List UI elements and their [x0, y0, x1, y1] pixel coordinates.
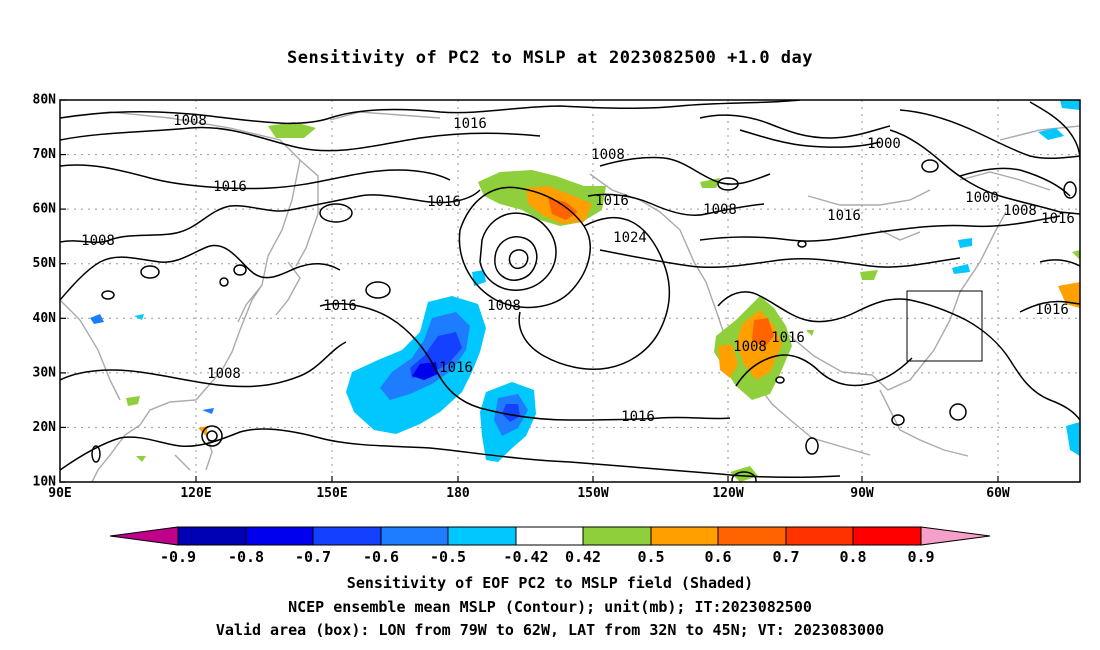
lat-label: 40N — [33, 311, 57, 326]
lon-label: 60W — [986, 486, 1010, 501]
lon-label: 150W — [577, 486, 608, 501]
contour-label: 1016 — [1041, 211, 1075, 227]
contour-label: 1008 — [81, 233, 115, 249]
colorbar-max-triangle — [920, 526, 991, 546]
contour-label: 1008 — [591, 147, 625, 163]
contour-label: 1008 — [207, 366, 241, 382]
colorbar-tick-label: -0.5 — [430, 548, 466, 566]
grid-lines — [60, 100, 1080, 482]
colorbar-tick-label: 0.5 — [637, 548, 664, 566]
caption-line-1: Sensitivity of EOF PC2 to MSLP field (Sh… — [346, 574, 754, 592]
lat-label: 20N — [33, 420, 57, 435]
colorbar-segment — [852, 526, 922, 546]
colorbar-tick-label: -0.8 — [228, 548, 264, 566]
colorbar-min-triangle — [109, 526, 179, 546]
caption-line-2: NCEP ensemble mean MSLP (Contour); unit(… — [288, 598, 812, 616]
colorbar-tick-label: -0.6 — [363, 548, 399, 566]
colorbar-tick-label: 0.8 — [839, 548, 866, 566]
lat-label: 50N — [33, 256, 57, 271]
caption-line-3: Valid area (box): LON from 79W to 62W, L… — [215, 621, 885, 639]
contour-label: 1016 — [439, 360, 473, 376]
colorbar-tick-label: 0.6 — [704, 548, 731, 566]
latitude-labels: 80N 70N 60N 50N 40N 30N 20N 10N — [33, 93, 57, 490]
contour-label: 1016 — [595, 193, 629, 209]
lon-label: 180 — [446, 486, 470, 501]
contour-label: 1008 — [733, 339, 767, 355]
contour-label: 1000 — [867, 136, 901, 152]
colorbar-tick-label: -0.42 — [503, 548, 548, 566]
colorbar-segment — [380, 526, 449, 546]
mslp-contours — [60, 100, 1080, 482]
colorbar-segment — [717, 526, 787, 546]
lat-label: 10N — [33, 475, 57, 490]
valid-area-box — [906, 290, 983, 362]
contour-label: 1016 — [323, 298, 357, 314]
colorbar-segment — [177, 526, 247, 546]
contour-label: 1024 — [613, 230, 647, 246]
lon-label: 120W — [712, 486, 743, 501]
lon-label: 150E — [316, 486, 347, 501]
contour-label: 1000 — [965, 190, 999, 206]
lon-label: 90E — [48, 486, 71, 501]
contour-label: 1008 — [487, 298, 521, 314]
colorbar-segment — [582, 526, 652, 546]
map-frame — [59, 99, 1081, 483]
colorbar-segment — [245, 526, 314, 546]
contour-label: 1016 — [827, 208, 861, 224]
longitude-labels: 90E 120E 150E 180 150W 120W 90W 60W — [48, 486, 1010, 501]
contour-label: 1016 — [427, 194, 461, 210]
colorbar-tick-label: -0.9 — [160, 548, 196, 566]
lon-label: 120E — [180, 486, 211, 501]
colorbar-segment — [447, 526, 517, 546]
contour-label: 1016 — [771, 330, 805, 346]
colorbar-segment — [650, 526, 719, 546]
colorbar-segment — [312, 526, 382, 546]
contour-label: 1016 — [453, 116, 487, 132]
lat-label: 60N — [33, 202, 57, 217]
colorbar-tick-label: -0.7 — [295, 548, 331, 566]
colorbar-tick-label: 0.9 — [907, 548, 934, 566]
chart-title: Sensitivity of PC2 to MSLP at 2023082500… — [286, 48, 813, 68]
lat-label: 30N — [33, 365, 57, 380]
lat-label: 70N — [33, 147, 57, 162]
contour-label: 1016 — [621, 409, 655, 425]
lon-label: 90W — [850, 486, 874, 501]
axis-ticks — [60, 99, 999, 483]
contour-labels: 1008 1016 1008 1000 1016 1016 1008 1016 … — [81, 113, 1075, 425]
colorbar: -0.9 -0.8 -0.7 -0.6 -0.5 -0.42 0.42 0.5 … — [109, 526, 991, 566]
contour-label: 1016 — [1035, 302, 1069, 318]
colorbar-segment — [515, 526, 584, 546]
colorbar-segment — [785, 526, 854, 546]
shaded-sensitivity — [90, 100, 1080, 482]
lat-label: 80N — [33, 93, 57, 108]
contour-label: 1008 — [703, 202, 737, 218]
colorbar-tick-label: 0.42 — [565, 548, 601, 566]
colorbar-tick-label: 0.7 — [772, 548, 799, 566]
contour-label: 1016 — [213, 179, 247, 195]
contour-label: 1008 — [1003, 203, 1037, 219]
contour-label: 1008 — [173, 113, 207, 129]
